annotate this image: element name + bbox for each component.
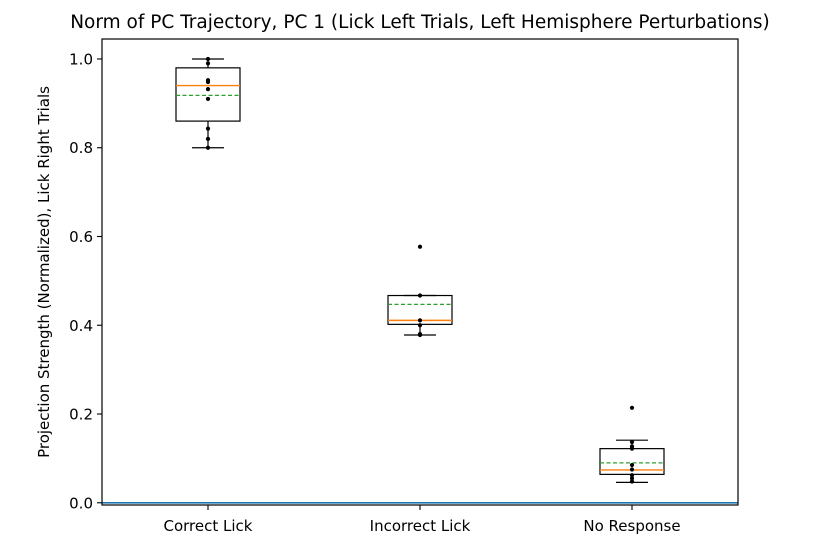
data-point bbox=[629, 439, 635, 445]
y-axis-label: Projection Strength (Normalized), Lick R… bbox=[35, 86, 53, 458]
box-iqr bbox=[175, 67, 241, 122]
y-tick-label: 0.6 bbox=[69, 228, 93, 246]
data-point bbox=[629, 473, 635, 478]
data-point bbox=[205, 79, 211, 85]
x-tick-label: Correct Lick bbox=[164, 517, 253, 535]
y-tick-label: 0.0 bbox=[69, 494, 93, 512]
data-point bbox=[629, 462, 635, 468]
data-point bbox=[417, 318, 423, 323]
y-tick-label: 1.0 bbox=[69, 50, 93, 68]
y-tick-label: 0.8 bbox=[69, 139, 93, 157]
data-point bbox=[205, 61, 211, 66]
data-point bbox=[417, 293, 423, 298]
plot-area: 0.0 0.2 0.4 0.6 0.8 1.0 Correct Lick Incorrect … bbox=[69, 50, 738, 535]
x-tick-label: Incorrect Lick bbox=[370, 517, 471, 535]
data-point bbox=[205, 96, 211, 102]
data-point bbox=[417, 244, 423, 249]
y-tick-label: 0.2 bbox=[69, 406, 93, 424]
data-point bbox=[417, 332, 423, 338]
y-tick-label: 0.4 bbox=[69, 317, 93, 335]
data-point bbox=[205, 126, 211, 131]
chart-title: Norm of PC Trajectory, PC 1 (Lick Left T… bbox=[70, 12, 770, 33]
data-point bbox=[205, 136, 211, 141]
data-point bbox=[417, 323, 423, 328]
plot-frame bbox=[101, 38, 739, 506]
data-point bbox=[205, 145, 211, 150]
data-point bbox=[629, 405, 635, 410]
data-point bbox=[629, 479, 635, 484]
data-point bbox=[205, 56, 211, 62]
data-point bbox=[629, 446, 635, 451]
x-tick-label: No Response bbox=[583, 517, 680, 535]
data-point bbox=[205, 87, 211, 92]
data-point bbox=[629, 467, 635, 472]
data-point bbox=[629, 476, 635, 481]
